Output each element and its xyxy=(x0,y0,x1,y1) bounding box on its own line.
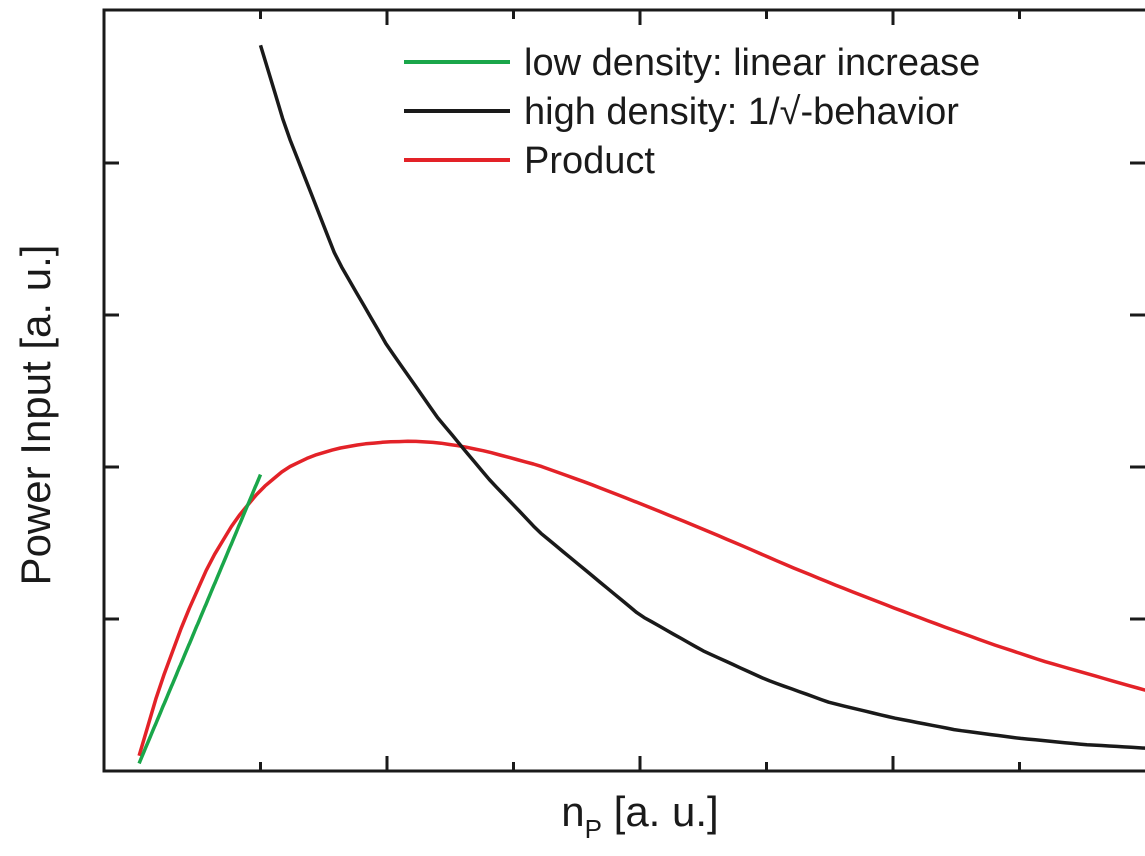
y-axis-label: Power Input [a. u.] xyxy=(12,245,59,586)
legend: low density: linear increase high density… xyxy=(404,42,980,182)
legend-entry-high-density-label: high density: 1/√-behavior xyxy=(524,91,959,133)
x-axis-label-unit: [a. u.] xyxy=(602,788,719,835)
plot-frame xyxy=(102,8,1145,773)
axis-ticks xyxy=(104,10,1145,771)
x-axis-label-subscript: P xyxy=(585,814,602,844)
high-density-curve xyxy=(258,44,1145,750)
product-curve xyxy=(137,439,1145,757)
low-density-curve xyxy=(137,473,263,765)
legend-entry-product-label: Product xyxy=(524,140,655,182)
legend-entry-low-density-label: low density: linear increase xyxy=(524,42,980,84)
plot-border xyxy=(102,8,1145,773)
x-axis-label-symbol: n xyxy=(561,788,584,835)
x-axis-label: nP [a. u.] xyxy=(561,788,718,844)
curves xyxy=(137,44,1145,765)
